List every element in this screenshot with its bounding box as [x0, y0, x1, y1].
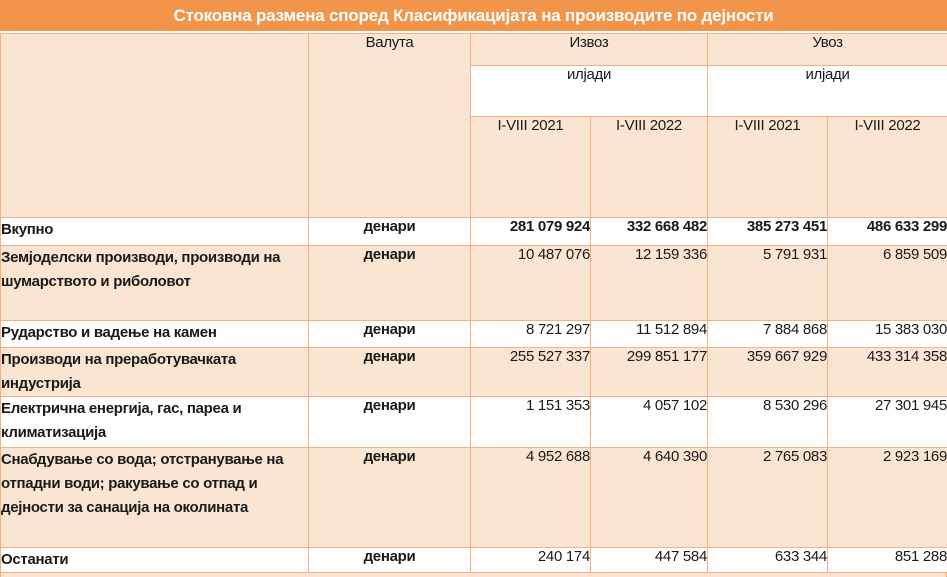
value-cell: 8 530 296: [707, 396, 829, 448]
header-import-group: Увоз: [707, 33, 947, 66]
currency-cell: денари: [308, 396, 471, 448]
header-row-groups: Валута Извоз Увоз: [0, 33, 947, 218]
value-cell: 2 765 083: [707, 447, 829, 548]
trade-table: Валута Извоз Увоз илјади илјади I-VIII 2…: [0, 33, 947, 573]
value-cell: 11 512 894: [589, 320, 709, 348]
table-row: Рударство и вадење на камен денари 8 721…: [0, 320, 947, 348]
value-cell: 5 791 931: [707, 245, 829, 321]
value-cell: 2 923 169: [827, 447, 947, 548]
value-cell: 433 314 358: [827, 347, 947, 397]
value-cell: 851 288: [827, 547, 947, 573]
row-label-cell: Снабдување со вода; отстранување на отпа…: [0, 447, 309, 548]
header-export-group: Извоз: [469, 33, 709, 66]
currency-cell: денари: [308, 245, 471, 321]
value-cell: 385 273 451: [707, 217, 829, 246]
value-cell: 7 884 868: [707, 320, 829, 348]
value-cell: 4 640 390: [589, 447, 709, 548]
currency-cell: денари: [308, 547, 471, 573]
value-cell: 447 584: [589, 547, 709, 573]
value-cell: 4 952 688: [470, 447, 591, 548]
value-cell: 1 151 353: [470, 396, 591, 448]
header-period-export-2022: I-VIII 2022: [589, 116, 709, 218]
value-cell: 486 633 299: [827, 217, 947, 246]
row-label-cell: Останати: [0, 547, 309, 573]
currency-cell: денари: [308, 447, 471, 548]
value-cell: 299 851 177: [589, 347, 709, 397]
value-cell: 4 057 102: [589, 396, 709, 448]
header-row-units: илјади илјади: [1, 65, 947, 117]
row-label-cell: Рударство и вадење на камен: [0, 320, 309, 348]
table-row: Снабдување со вода; отстранување на отпа…: [0, 447, 947, 548]
value-cell: 332 668 482: [589, 217, 709, 246]
currency-cell: денари: [308, 320, 471, 348]
row-label-cell: Производи на преработувачката индустрија: [0, 347, 309, 397]
header-currency: Валута: [308, 33, 471, 218]
value-cell: 633 344: [707, 547, 829, 573]
value-cell: 8 721 297: [470, 320, 591, 348]
value-cell: 255 527 337: [470, 347, 591, 397]
header-empty-cell: [0, 33, 309, 218]
table-row: Електрична енергија, гас, пареа и климат…: [0, 396, 947, 448]
header-thousands-export: илјади: [469, 65, 709, 117]
table-row-total: Вкупно денари 281 079 924 332 668 482 38…: [0, 217, 947, 246]
header-period-import-2022: I-VIII 2022: [827, 116, 947, 218]
table-row: Земјоделски производи, производи на шума…: [0, 245, 947, 321]
header-period-export-2021: I-VIII 2021: [470, 116, 591, 218]
row-label-cell: Вкупно: [0, 217, 309, 246]
table-row: Останати денари 240 174 447 584 633 344 …: [0, 547, 947, 573]
value-cell: 359 667 929: [707, 347, 829, 397]
header-row-periods: I-VIII 2021 I-VIII 2022 I-VIII 2021 I-VI…: [1, 116, 947, 218]
row-label-cell: Земјоделски производи, производи на шума…: [0, 245, 309, 321]
currency-cell: денари: [308, 217, 471, 246]
table-title: Стоковна размена според Класификацијата …: [0, 0, 947, 31]
value-cell: 281 079 924: [470, 217, 591, 246]
row-label-cell: Електрична енергија, гас, пареа и климат…: [0, 396, 309, 448]
header-thousands-import: илјади: [707, 65, 947, 117]
header-period-import-2021: I-VIII 2021: [707, 116, 829, 218]
value-cell: 10 487 076: [470, 245, 591, 321]
table-row: Производи на преработувачката индустрија…: [0, 347, 947, 397]
value-cell: 27 301 945: [827, 396, 947, 448]
value-cell: 12 159 336: [589, 245, 709, 321]
value-cell: 15 383 030: [827, 320, 947, 348]
value-cell: 6 859 509: [827, 245, 947, 321]
next-row-cutoff-strip: [0, 573, 947, 577]
currency-cell: денари: [308, 347, 471, 397]
value-cell: 240 174: [470, 547, 591, 573]
